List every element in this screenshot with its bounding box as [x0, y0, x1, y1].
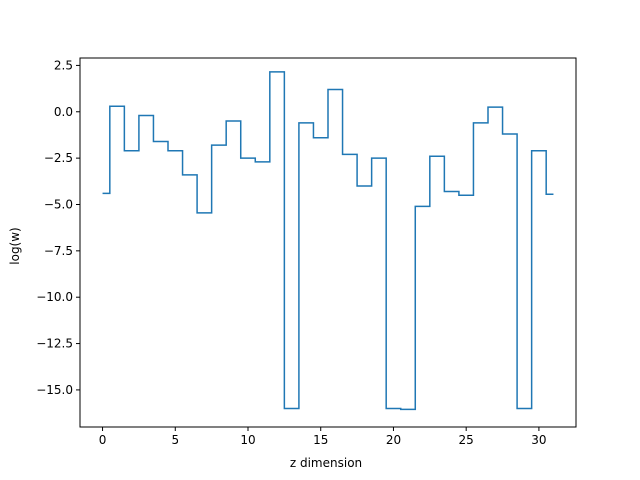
x-tick-label: 10 [240, 433, 255, 447]
y-tick-label: −7.5 [44, 244, 73, 258]
plot-area [102, 71, 554, 411]
x-axis: 0 5 10 15 20 25 30 [99, 427, 547, 447]
y-axis-label: log(w) [8, 227, 22, 264]
axes-frame [79, 57, 577, 428]
y-tick-label: −10.0 [36, 290, 73, 304]
y-tick-label: −12.5 [36, 337, 73, 351]
y-tick-label: −5.0 [44, 197, 73, 211]
y-tick-label: 0.0 [54, 105, 73, 119]
x-axis-label: z dimension [290, 456, 362, 470]
y-tick-label: −2.5 [44, 151, 73, 165]
x-tick-label: 15 [313, 433, 328, 447]
y-axis: 2.5 0.0 −2.5 −5.0 −7.5 −10.0 −12.5 −15.0 [36, 58, 80, 397]
x-tick-label: 30 [531, 433, 546, 447]
x-tick-label: 20 [386, 433, 401, 447]
x-tick-label: 0 [99, 433, 107, 447]
y-tick-label: −15.0 [36, 383, 73, 397]
y-tick-label: 2.5 [54, 58, 73, 72]
series-line-0 [102, 71, 554, 411]
x-tick-label: 25 [459, 433, 474, 447]
x-tick-label: 5 [171, 433, 179, 447]
